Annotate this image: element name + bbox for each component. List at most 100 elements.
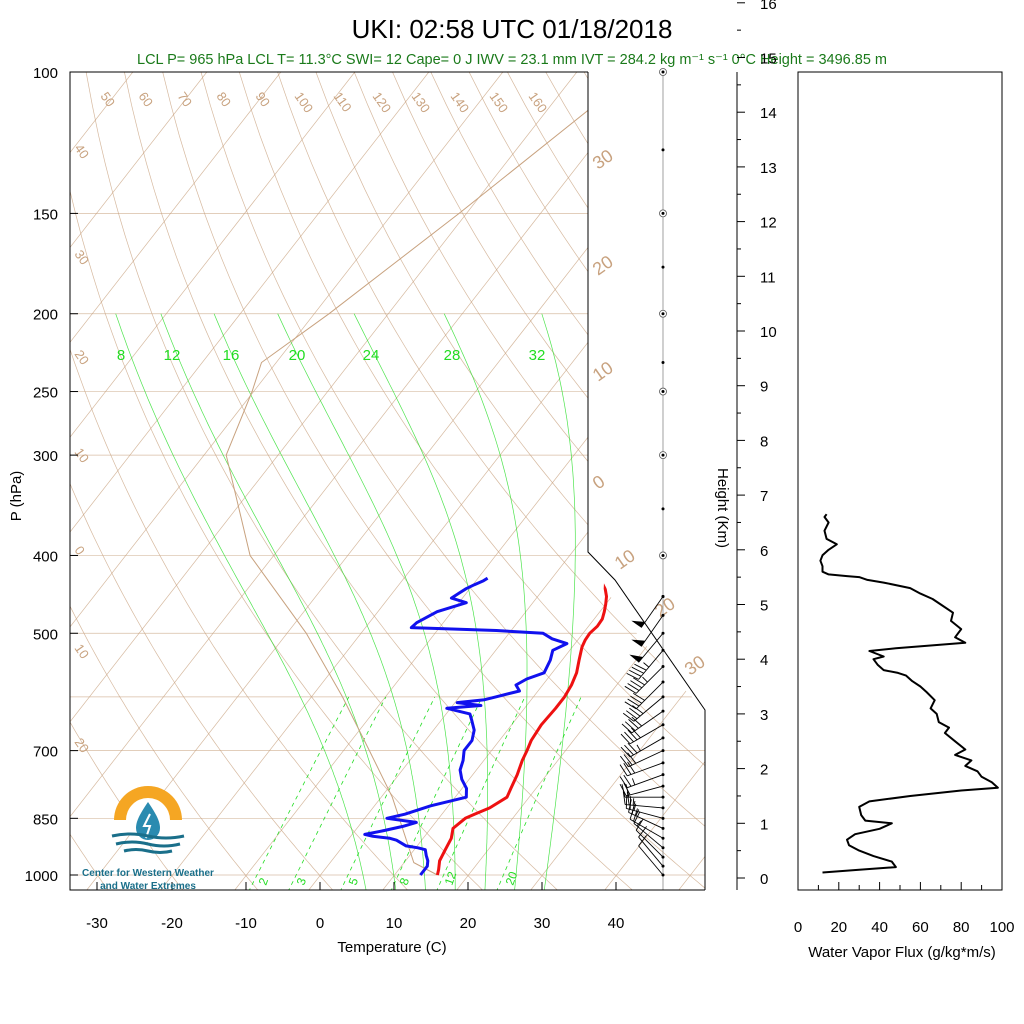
wind-barb-feather: [624, 721, 636, 731]
wind-barb-feather: [631, 666, 644, 674]
height-tick-label: 0: [760, 871, 768, 888]
cw3e-logo: Center for Western Weather and Water Ext…: [82, 786, 214, 892]
dry-adiabat-line: [85, 72, 558, 890]
isotherm-line: [456, 571, 705, 890]
wind-level-dot: [661, 70, 665, 74]
wind-barb-feather: [623, 782, 631, 796]
flux-axes: 0 20 40 60 80 100: [794, 882, 1015, 936]
wind-barb-shaft: [638, 632, 664, 663]
moist-adiabat-label: 24: [363, 347, 380, 364]
wind-barb-half-feather: [636, 744, 641, 752]
wind-barb-shaft: [628, 811, 664, 829]
wind-barb-shaft: [631, 710, 664, 734]
wind-barb-shaft: [638, 836, 664, 867]
y-axis-label: P (hPa): [8, 471, 25, 522]
skewt-frame: [69, 71, 705, 891]
wind-level-dot: [661, 211, 665, 215]
height-tick-label: 10: [760, 324, 777, 341]
height-tick-label: 13: [760, 160, 777, 177]
wind-barb-half-feather: [642, 676, 648, 683]
flux-x-tick-label: 0: [794, 919, 802, 936]
wind-level-dot: [661, 390, 665, 394]
barb-area-mask: [588, 72, 705, 890]
isotherm-line: [70, 72, 356, 438]
height-tick-label: 1: [760, 816, 768, 833]
chart-title: UKI: 02:58 UTC 01/18/2018: [352, 14, 673, 44]
wind-level-dot: [661, 553, 665, 557]
x-tick-label: 30: [534, 915, 551, 932]
mixing-ratio-label: 2: [256, 876, 272, 887]
y-tick-label: 400: [33, 548, 58, 565]
x-tick-label: -20: [161, 915, 183, 932]
wind-barb-feather: [624, 685, 637, 694]
flux-x-tick-label: 60: [912, 919, 929, 936]
wind-barb-shaft: [638, 845, 664, 876]
wind-barb-feather: [630, 680, 643, 689]
height-tick-label: 7: [760, 488, 768, 505]
mixing-ratio-label: 3: [294, 876, 310, 887]
wind-barb-feather: [623, 754, 633, 766]
dry-adiabat-line: [353, 72, 705, 590]
isotherm-line: [70, 72, 208, 249]
wind-barb-feather: [622, 712, 635, 722]
wind-barb-half-feather: [636, 820, 642, 827]
wind-barb-feather: [627, 752, 637, 764]
dry-adiabat-line: [315, 72, 705, 648]
y-tick-label: 700: [33, 744, 58, 761]
wind-barb-shaft: [629, 737, 664, 758]
wind-barb-half-feather: [633, 803, 637, 811]
moist-adiabat-line: [213, 313, 426, 890]
y-tick-label: 200: [33, 307, 58, 324]
wind-barb-feather: [620, 733, 631, 745]
wind-barb-shaft: [635, 666, 664, 694]
moist-adiabat-label: 12: [164, 347, 181, 364]
wind-barb-feather: [633, 677, 645, 686]
wind-barb-shaft: [629, 818, 664, 839]
wind-barb-feather: [620, 746, 631, 758]
height-tick-label: 12: [760, 215, 777, 232]
flux-x-axis-label: Water Vapor Flux (g/kg*m/s): [808, 944, 996, 961]
mixing-ratio-line: [496, 696, 582, 890]
moist-adiabat-label: 16: [223, 347, 240, 364]
wind-barb-feather: [630, 695, 643, 704]
logo-text-line-2: and Water Extremes: [100, 881, 196, 892]
wind-barb-shaft: [628, 750, 664, 768]
wind-barb-feather: [619, 764, 628, 777]
mixing-ratio-label: 8: [397, 876, 413, 887]
dry-adiabat-label: 50: [98, 89, 119, 109]
wind-barb-feather: [624, 744, 634, 756]
wind-barb-shaft: [629, 724, 664, 745]
moist-adiabat-label: 20: [289, 347, 306, 364]
left-grid-label: 10: [72, 641, 93, 661]
height-tick-label: 9: [760, 379, 768, 396]
isotherm-line: [70, 72, 282, 343]
isotherm-line: [234, 286, 705, 890]
wind-barb-feather: [619, 783, 627, 797]
wind-level-dot: [661, 312, 665, 316]
moist-adiabat-line: [353, 313, 489, 890]
wind-barb-half-feather: [635, 809, 640, 816]
flux-x-tick-label: 100: [989, 919, 1014, 936]
wind-barb-feather: [624, 701, 637, 710]
left-grid-label: 30: [72, 247, 93, 267]
height-tick-label: 15: [760, 51, 777, 68]
x-tick-label: 40: [608, 915, 625, 932]
flux-x-tick-label: 80: [953, 919, 970, 936]
dry-adiabat-label: 60: [136, 89, 157, 109]
wind-barb-feather: [627, 683, 640, 691]
y-tick-label: 150: [33, 206, 58, 223]
x-tick-label: -10: [235, 915, 257, 932]
wind-barb-feather: [627, 742, 638, 754]
dry-adiabat-line: [70, 482, 334, 890]
wind-level-dot: [661, 453, 665, 457]
dry-adiabat-line: [200, 72, 705, 827]
isotherm-line: [70, 72, 652, 818]
moist-adiabat-label: 8: [117, 347, 125, 364]
mixing-ratio-label: 5: [346, 876, 362, 887]
skewt-grid: [70, 72, 705, 890]
wind-barb-half-feather: [632, 798, 635, 806]
wind-barb-flag: [631, 639, 646, 647]
chart-subtitle: LCL P= 965 hPa LCL T= 11.3°C SWI= 12 Cap…: [137, 52, 887, 68]
